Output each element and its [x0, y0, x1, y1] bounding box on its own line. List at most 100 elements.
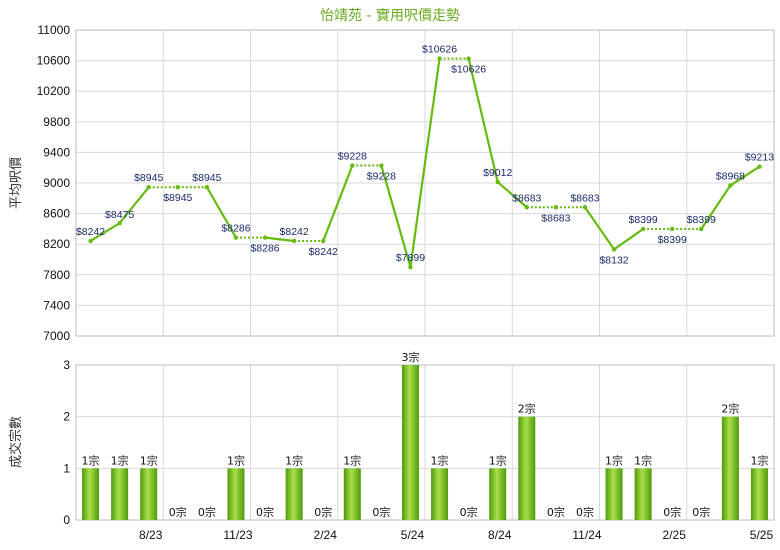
price-line-segment [496, 181, 528, 209]
price-data-label: $9228 [338, 151, 367, 163]
price-point [437, 56, 442, 61]
x-tick-label: 5/25 [750, 528, 774, 542]
price-point [291, 238, 297, 244]
bar-count-label: 2宗 [518, 402, 536, 416]
x-tick-label: 2/25 [663, 528, 687, 542]
line-plot-frame [75, 29, 775, 337]
transaction-bar [721, 416, 739, 520]
price-point [495, 179, 500, 185]
bar-count-label: 1宗 [750, 453, 768, 467]
transaction-bar [285, 468, 303, 520]
price-point [117, 220, 122, 226]
transaction-bar-panel: 8/23 11/23 2/24 5/24 8/24 11/24 2/25 5/25 0 1 2 3 1宗… [63, 350, 775, 542]
transaction-bar [140, 468, 158, 520]
transaction-bar [518, 416, 536, 520]
price-point [640, 226, 646, 232]
price-data-label: $8399 [658, 234, 687, 246]
bar-count-label: 2宗 [721, 402, 739, 416]
price-line-segment [380, 165, 412, 268]
transaction-bar [489, 468, 507, 520]
price-point [350, 163, 355, 168]
bar-count-label: 0宗 [198, 505, 216, 519]
x-tick-label: 2/24 [314, 528, 338, 542]
price-line-segment [613, 228, 644, 251]
bar-count-label: 0宗 [692, 505, 710, 519]
price-point [321, 238, 326, 244]
price-data-label: $8968 [716, 170, 745, 182]
x-tick-label: 5/24 [401, 528, 425, 542]
transaction-bar [401, 365, 419, 520]
price-data-label: $8242 [309, 246, 338, 258]
price-point [699, 226, 704, 232]
line-y-tick-label: 8200 [43, 237, 70, 251]
price-point [379, 163, 384, 168]
price-line-segment [409, 58, 441, 268]
price-point [175, 185, 180, 190]
line-y-tick-label: 7400 [43, 298, 70, 312]
line-y-axis-label: 平均呎價 [9, 157, 24, 209]
price-line-segment [322, 165, 354, 242]
line-y-tick-label: 10600 [37, 54, 71, 68]
price-point [262, 235, 268, 240]
line-y-tick-label: 10200 [37, 84, 71, 98]
price-data-label: $8475 [105, 209, 134, 221]
transaction-bar [634, 468, 652, 520]
bar-count-label: 1宗 [140, 453, 158, 467]
bar-count-label: 0宗 [169, 505, 187, 519]
price-data-label: $9228 [367, 171, 396, 183]
x-tick-label: 8/23 [139, 528, 163, 542]
price-data-label: $8286 [250, 243, 279, 255]
price-data-label: $8945 [134, 172, 163, 184]
price-data-label: $8399 [687, 214, 716, 226]
line-y-tick-label: 9800 [43, 115, 70, 129]
price-point [757, 164, 762, 169]
price-line-segment [467, 58, 499, 183]
bar-count-label: 0宗 [314, 505, 332, 519]
bar-count-label: 1宗 [111, 453, 129, 467]
bar-count-label: 0宗 [372, 505, 390, 519]
bar-count-label: 1宗 [634, 453, 652, 467]
price-line-segment [729, 165, 761, 187]
price-data-label: $9213 [745, 152, 774, 164]
transaction-bar [431, 468, 449, 520]
transaction-bar [111, 468, 129, 520]
price-data-label: $8683 [512, 192, 541, 204]
price-point [611, 247, 617, 252]
x-tick-label: 8/24 [488, 528, 512, 542]
bar-count-label: 0宗 [663, 505, 681, 519]
price-data-label: $8945 [192, 172, 221, 184]
price-point [233, 235, 239, 240]
transaction-bar [227, 468, 245, 520]
x-tick-label: 11/24 [572, 528, 601, 542]
bar-y-tick-label: 2 [63, 410, 70, 424]
bar-count-label: 3宗 [401, 350, 419, 364]
price-line-segment [205, 186, 237, 239]
bar-count-label: 1宗 [285, 453, 303, 467]
bar-count-label: 1宗 [489, 453, 507, 467]
bar-y-tick-label: 3 [63, 358, 70, 372]
price-line-segment [584, 206, 615, 251]
price-data-label: $8399 [629, 214, 658, 226]
price-point [408, 265, 413, 270]
price-point [524, 205, 529, 210]
bar-y-tick-label: 1 [63, 461, 70, 475]
bar-plot-frame [75, 364, 775, 521]
price-line-panel: 7000 7400 7800 8200 8600 9000 9400 9800 10200 106… [37, 23, 775, 343]
price-point [146, 185, 151, 190]
price-line-segment [700, 184, 732, 230]
line-y-tick-label: 9400 [43, 145, 70, 159]
price-point [88, 238, 93, 244]
bar-count-label: 1宗 [605, 453, 623, 467]
line-y-tick-label: 11000 [38, 23, 71, 37]
bar-count-label: 1宗 [227, 453, 245, 467]
price-data-label: $8242 [280, 226, 309, 238]
price-data-label: $8286 [221, 223, 250, 235]
price-data-label: $10626 [422, 44, 457, 56]
price-line-segment [89, 222, 121, 242]
price-data-label: $7899 [396, 252, 425, 264]
price-data-label: $8132 [599, 254, 628, 266]
price-data-label: $8242 [76, 226, 105, 238]
price-data-label: $9012 [483, 167, 512, 179]
price-point [204, 185, 210, 190]
